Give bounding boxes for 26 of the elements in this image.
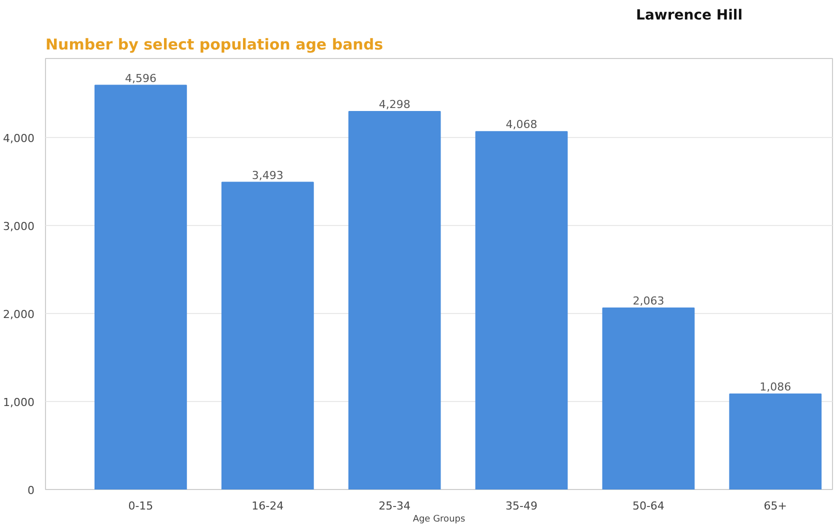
data-label: 4,068 [506, 118, 538, 132]
bar [475, 131, 568, 490]
y-tick-label: 1,000 [3, 396, 35, 410]
x-axis-title: Age Groups [412, 514, 466, 524]
data-label: 1,086 [760, 380, 792, 394]
y-tick-label: 0 [28, 484, 34, 497]
data-label: 4,298 [378, 98, 410, 112]
chart-title: Number by select population age bands [46, 36, 384, 54]
bar [602, 308, 695, 490]
y-tick-label: 4,000 [3, 132, 35, 146]
data-label: 3,493 [252, 168, 284, 182]
bar [729, 393, 822, 490]
x-tick-label: 35-49 [506, 500, 538, 512]
data-label: 4,596 [124, 72, 156, 85]
x-tick-label: 25-34 [378, 500, 411, 512]
chart-subtitle: Lawrence Hill [636, 8, 743, 24]
y-tick-label: 3,000 [3, 220, 35, 234]
data-label: 2,063 [632, 294, 664, 308]
x-tick-label: 50-64 [632, 500, 664, 512]
bar [94, 84, 187, 490]
x-tick-label: 0-15 [128, 500, 154, 512]
x-tick-label: 65+ [764, 500, 787, 512]
bar [348, 110, 441, 490]
y-tick-label: 2,000 [3, 308, 35, 322]
bar [221, 182, 314, 490]
x-tick-label: 16-24 [252, 500, 284, 512]
